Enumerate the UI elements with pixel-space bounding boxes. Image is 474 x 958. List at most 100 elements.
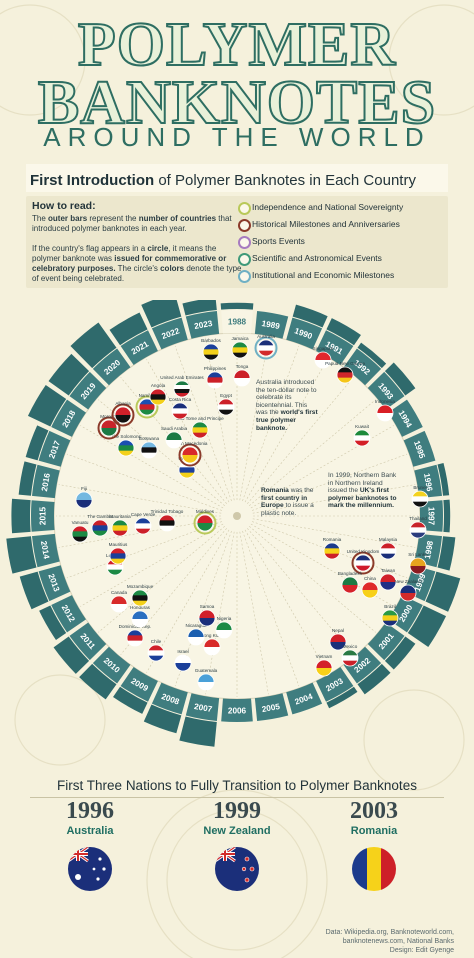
flag-event-ring	[193, 511, 217, 535]
flag-icon	[323, 542, 341, 560]
year-ring-segment	[286, 682, 323, 715]
year-ring-segment	[254, 693, 289, 722]
flag-country-label: Maldives	[196, 509, 215, 514]
flag-event-ring	[111, 403, 135, 427]
legend-item: Sports Events	[238, 236, 305, 249]
flag-icon	[381, 609, 399, 627]
year-label: 2015	[39, 506, 48, 525]
year-bar	[443, 499, 451, 533]
flag-icon	[315, 659, 333, 677]
flag-icon	[173, 380, 191, 398]
year-ring-segment	[414, 464, 443, 499]
flag-icon	[203, 638, 221, 656]
flag-icon	[126, 629, 144, 647]
year-bar	[79, 663, 117, 700]
flag-country-label: Taiwan	[381, 568, 396, 573]
year-ring-segment	[221, 310, 253, 334]
flag-icon	[215, 847, 259, 891]
year-bar	[220, 302, 254, 310]
flag-country-label: Cape Verde	[131, 512, 156, 517]
year-bar	[6, 536, 37, 574]
year-ring-segment	[92, 348, 131, 386]
flag-country-label: Sao Tome and Principe	[176, 416, 224, 421]
year-spoke	[251, 521, 408, 579]
year-bar	[19, 571, 49, 610]
flag-country-label: Israel	[177, 649, 188, 654]
flag-country-label: Dominican Rep.	[119, 624, 152, 629]
year-label: 2014	[39, 540, 51, 560]
flag-country-label: Thailand	[409, 516, 427, 521]
legend-circle-icon	[238, 253, 251, 266]
flag-country-label: Botswana	[139, 436, 160, 441]
flag-icon	[134, 517, 152, 535]
year-bar	[182, 300, 217, 316]
year-ring-segment	[69, 622, 107, 661]
year-ring-segment	[120, 330, 158, 366]
year-label: 1997	[427, 507, 436, 526]
flag-icon	[399, 584, 417, 602]
flag-icon	[411, 490, 429, 508]
transition-year: 2003	[350, 798, 398, 824]
flag-event-ring	[135, 395, 159, 419]
year-spoke	[252, 484, 416, 514]
flag-country-label: Malaysia	[379, 537, 398, 542]
year-bar	[70, 322, 117, 369]
flag-icon	[174, 654, 192, 672]
legend-item: Historical Milestones and Anniversaries	[238, 219, 400, 232]
year-bar	[357, 663, 391, 695]
year-spoke	[244, 359, 328, 503]
year-spoke	[244, 529, 328, 673]
flag-icon	[257, 339, 275, 357]
flag-icon	[233, 369, 251, 387]
year-label: 2007	[193, 702, 213, 714]
flag-event-ring	[254, 336, 278, 360]
year-ring-segment	[419, 500, 443, 532]
year-bar	[39, 605, 67, 640]
flag-icon	[114, 406, 132, 424]
flag-icon	[202, 343, 220, 361]
year-spoke	[120, 377, 227, 504]
flag-icon	[158, 514, 176, 532]
year-ring-segment	[30, 500, 55, 532]
year-bar	[109, 312, 148, 346]
flag-icon	[191, 421, 209, 439]
year-ring-segment	[51, 595, 87, 633]
year-ring-segment	[31, 464, 60, 499]
year-spoke	[146, 359, 230, 503]
year-spoke	[247, 377, 354, 504]
flag-icon	[198, 609, 216, 627]
credits: Data: Wikipedia.org, Banknoteworld.com, …	[325, 929, 454, 954]
flag-icon	[197, 673, 215, 691]
flag-icon	[379, 573, 397, 591]
flag-country-label: Angola	[151, 383, 166, 388]
year-bar	[113, 686, 148, 714]
section-title-bold: First Introduction	[30, 172, 155, 189]
year-label: 1989	[261, 319, 281, 331]
transition-country-name: New Zealand	[203, 825, 271, 837]
year-bar	[179, 716, 217, 747]
how-to-read-box	[26, 196, 448, 288]
flag-icon	[71, 525, 89, 543]
year-ring-segment	[316, 666, 354, 702]
flag-event-ring	[178, 443, 202, 467]
section-title: First Introduction of Polymer Banknotes …	[30, 172, 416, 189]
year-bar	[326, 686, 358, 709]
year-spoke	[80, 425, 224, 509]
year-ring-segment	[387, 399, 423, 437]
year-ring-segment	[221, 698, 253, 722]
flag-event-ring	[351, 551, 375, 575]
year-bar	[48, 353, 90, 396]
year-bar	[407, 605, 447, 647]
flag-country-label: China	[364, 576, 376, 581]
bottom-section-title: First Three Nations to Fully Transition …	[57, 778, 417, 793]
year-label: 2006	[228, 707, 247, 716]
flag-icon	[140, 441, 158, 459]
flag-country-label: Hong Kong	[201, 633, 224, 638]
transition-year: 1996	[66, 798, 114, 824]
year-label: 1998	[423, 540, 435, 560]
how-to-read-p1: The outer bars represent the number of c…	[32, 214, 232, 233]
flag-country-label: Trinidad Tobago	[151, 509, 184, 514]
year-spoke	[174, 345, 232, 502]
transition-country-item: 1996 Australia	[30, 798, 150, 891]
year-ring-segment	[254, 310, 289, 339]
